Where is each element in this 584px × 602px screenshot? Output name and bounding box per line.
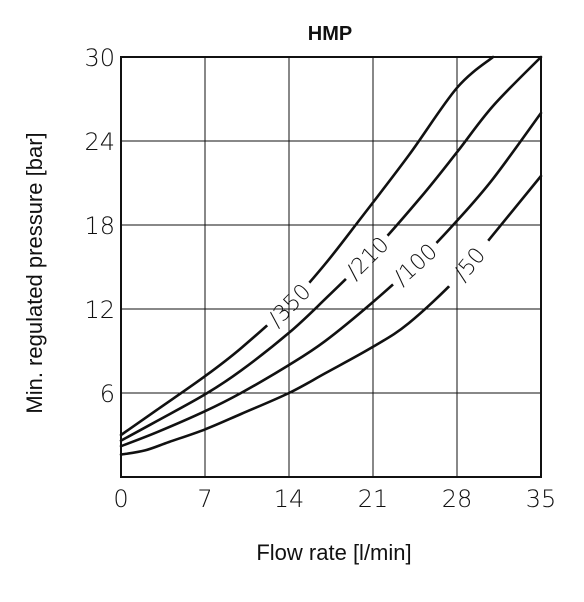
series-line	[119, 55, 543, 442]
grid	[121, 57, 541, 477]
series-line	[119, 111, 543, 448]
chart-title: HMP	[308, 23, 352, 45]
series-label: /350	[264, 279, 316, 332]
x-tick-label: 21	[358, 485, 389, 513]
x-tick-label: 35	[526, 485, 557, 513]
x-axis-title: Flow rate [l/min]	[256, 540, 411, 565]
x-tick-label: 0	[113, 485, 128, 513]
y-tick-label: 12	[84, 296, 115, 324]
y-tick-label: 18	[84, 212, 115, 240]
x-tick-label: 7	[197, 485, 212, 513]
curves: /350/210/100/50	[119, 55, 543, 456]
y-tick-label: 24	[84, 128, 115, 156]
x-tick-label: 14	[274, 485, 305, 513]
series-line	[119, 55, 495, 437]
y-axis-ticks: 6 12 18 24 30	[84, 44, 115, 408]
y-tick-label: 6	[100, 380, 115, 408]
y-axis-title: Min. regulated pressure [bar]	[22, 132, 47, 413]
plot-frame	[120, 56, 542, 478]
y-tick-label: 30	[84, 44, 115, 72]
series-label: /100	[389, 239, 442, 291]
series-line	[119, 174, 543, 456]
x-axis-ticks: 0 7 14 21 28 35	[113, 485, 556, 513]
x-tick-label: 28	[442, 485, 473, 513]
